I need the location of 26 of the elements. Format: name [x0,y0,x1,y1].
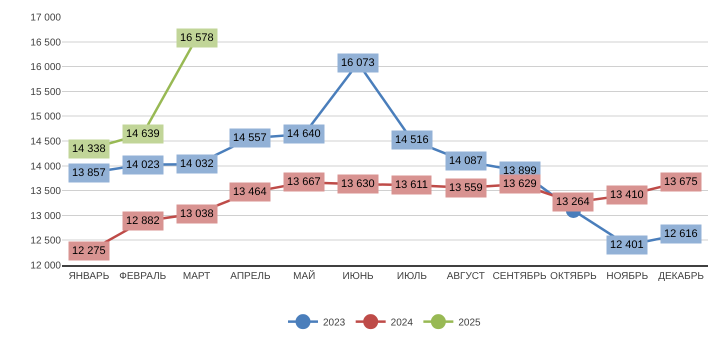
x-tick-label: МАРТ [182,271,210,282]
y-tick-label: 12 000 [30,260,62,272]
x-tick-label: ЯНВАРЬ [68,271,110,282]
y-tick-label: 16 000 [30,62,62,74]
x-tick-label: СЕНТЯБРЬ [492,271,548,282]
y-tick-label: 12 500 [30,236,62,247]
y-tick-label: 13 500 [30,186,62,198]
x-tick-label: АПРЕЛЬ [230,271,271,282]
x-tick-label: МАЙ [293,269,316,282]
x-tick-label: ОКТЯБРЬ [550,271,598,282]
y-tick-label: 15 500 [30,86,62,98]
x-tick-label: НОЯБРЬ [606,271,649,282]
x-tick-label: ИЮЛЬ [396,271,428,282]
legend-label: 2025 [458,318,482,329]
y-tick-label: 15 000 [30,112,62,123]
legend-label: 2023 [323,318,346,329]
x-tick-label: ИЮНЬ [342,271,374,282]
y-tick-label: 17 000 [30,12,62,24]
x-tick-label: ДЕКАБРЬ [658,271,704,282]
x-tick-label: АВГУСТ [446,271,485,282]
y-tick-label: 13 000 [30,210,62,222]
y-tick-label: 16 500 [30,37,62,48]
y-tick-label: 14 500 [30,136,62,148]
x-tick-label: ФЕВРАЛЬ [119,271,167,282]
legend-label: 2024 [390,318,414,329]
y-tick-label: 14 000 [30,161,62,172]
